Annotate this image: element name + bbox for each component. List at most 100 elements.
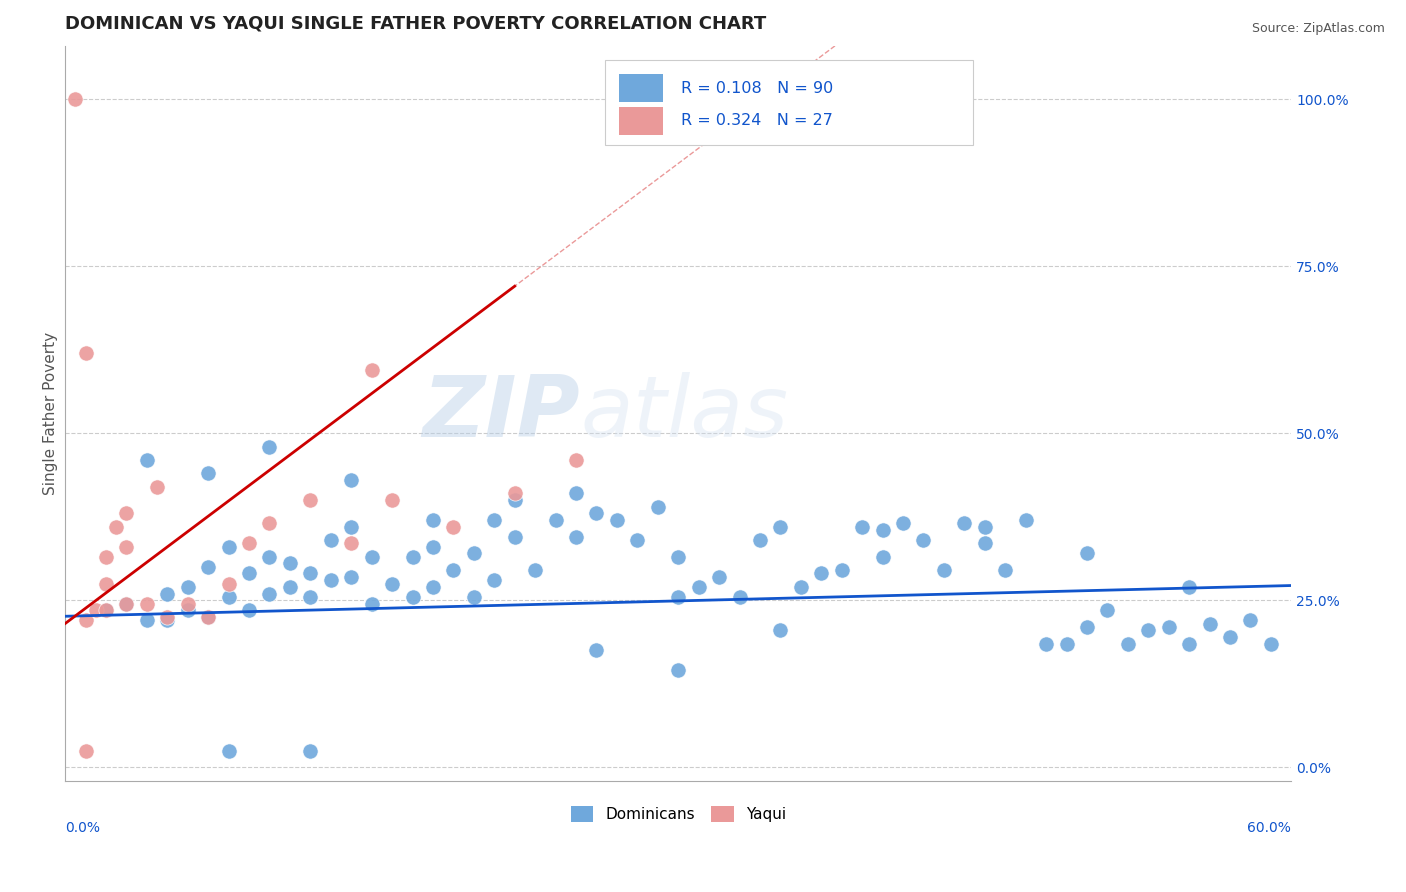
Point: [360, 362, 382, 376]
Point: [156, 610, 179, 624]
Point: [176, 603, 198, 617]
Point: [340, 536, 363, 550]
Point: [84, 603, 107, 617]
Point: [565, 486, 588, 500]
Point: [299, 590, 322, 604]
Point: [749, 533, 772, 547]
Point: [666, 549, 689, 564]
Text: DOMINICAN VS YAQUI SINGLE FATHER POVERTY CORRELATION CHART: DOMINICAN VS YAQUI SINGLE FATHER POVERTY…: [65, 15, 766, 33]
Point: [891, 516, 914, 531]
Point: [484, 513, 506, 527]
Point: [197, 467, 219, 481]
Point: [135, 453, 157, 467]
Point: [441, 563, 464, 577]
Point: [156, 613, 179, 627]
Point: [565, 453, 588, 467]
Point: [524, 563, 547, 577]
Point: [973, 520, 995, 534]
Point: [146, 480, 169, 494]
Point: [606, 513, 628, 527]
Point: [484, 573, 506, 587]
Point: [666, 590, 689, 604]
Point: [953, 516, 976, 531]
Point: [422, 580, 444, 594]
Point: [75, 613, 97, 627]
Point: [259, 440, 281, 454]
Text: ZIP: ZIP: [422, 372, 581, 455]
Text: Source: ZipAtlas.com: Source: ZipAtlas.com: [1251, 22, 1385, 36]
Point: [585, 507, 607, 521]
Point: [94, 603, 117, 617]
Legend: Dominicans, Yaqui: Dominicans, Yaqui: [564, 800, 792, 828]
Point: [238, 566, 260, 581]
Point: [912, 533, 935, 547]
FancyBboxPatch shape: [619, 74, 664, 103]
Point: [441, 520, 464, 534]
Point: [994, 563, 1017, 577]
Point: [1178, 580, 1201, 594]
Point: [381, 576, 404, 591]
Point: [544, 513, 567, 527]
Point: [401, 590, 423, 604]
Point: [340, 473, 363, 487]
Point: [259, 516, 281, 531]
Point: [360, 549, 382, 564]
Point: [340, 520, 363, 534]
Point: [1056, 637, 1078, 651]
Point: [1116, 637, 1139, 651]
Point: [503, 486, 526, 500]
Point: [503, 493, 526, 508]
Point: [156, 586, 179, 600]
Point: [135, 613, 157, 627]
Point: [585, 643, 607, 657]
Point: [1260, 637, 1282, 651]
Point: [197, 610, 219, 624]
Point: [666, 664, 689, 678]
Point: [728, 590, 751, 604]
Point: [197, 610, 219, 624]
Point: [565, 530, 588, 544]
Point: [218, 590, 240, 604]
Point: [75, 743, 97, 757]
Point: [299, 493, 322, 508]
Point: [319, 573, 342, 587]
Point: [197, 559, 219, 574]
Point: [105, 520, 128, 534]
Point: [278, 580, 301, 594]
Point: [769, 520, 792, 534]
Point: [422, 513, 444, 527]
Point: [1137, 624, 1160, 638]
Point: [340, 570, 363, 584]
Point: [259, 586, 281, 600]
Point: [973, 536, 995, 550]
Point: [238, 603, 260, 617]
Point: [115, 597, 138, 611]
Point: [626, 533, 648, 547]
Point: [463, 590, 485, 604]
Point: [1219, 630, 1241, 644]
Point: [75, 346, 97, 360]
Point: [790, 580, 813, 594]
Point: [135, 597, 157, 611]
Text: 60.0%: 60.0%: [1247, 821, 1291, 835]
Point: [278, 557, 301, 571]
Text: atlas: atlas: [581, 372, 789, 455]
Point: [422, 540, 444, 554]
Point: [872, 549, 894, 564]
Point: [503, 530, 526, 544]
Point: [218, 576, 240, 591]
Point: [401, 549, 423, 564]
Point: [319, 533, 342, 547]
Point: [65, 92, 87, 106]
Point: [872, 523, 894, 537]
Point: [1198, 616, 1220, 631]
FancyBboxPatch shape: [605, 61, 973, 145]
Point: [218, 743, 240, 757]
Point: [688, 580, 710, 594]
Point: [176, 580, 198, 594]
Point: [1097, 603, 1119, 617]
Point: [769, 624, 792, 638]
Point: [115, 597, 138, 611]
Point: [831, 563, 853, 577]
Point: [218, 540, 240, 554]
